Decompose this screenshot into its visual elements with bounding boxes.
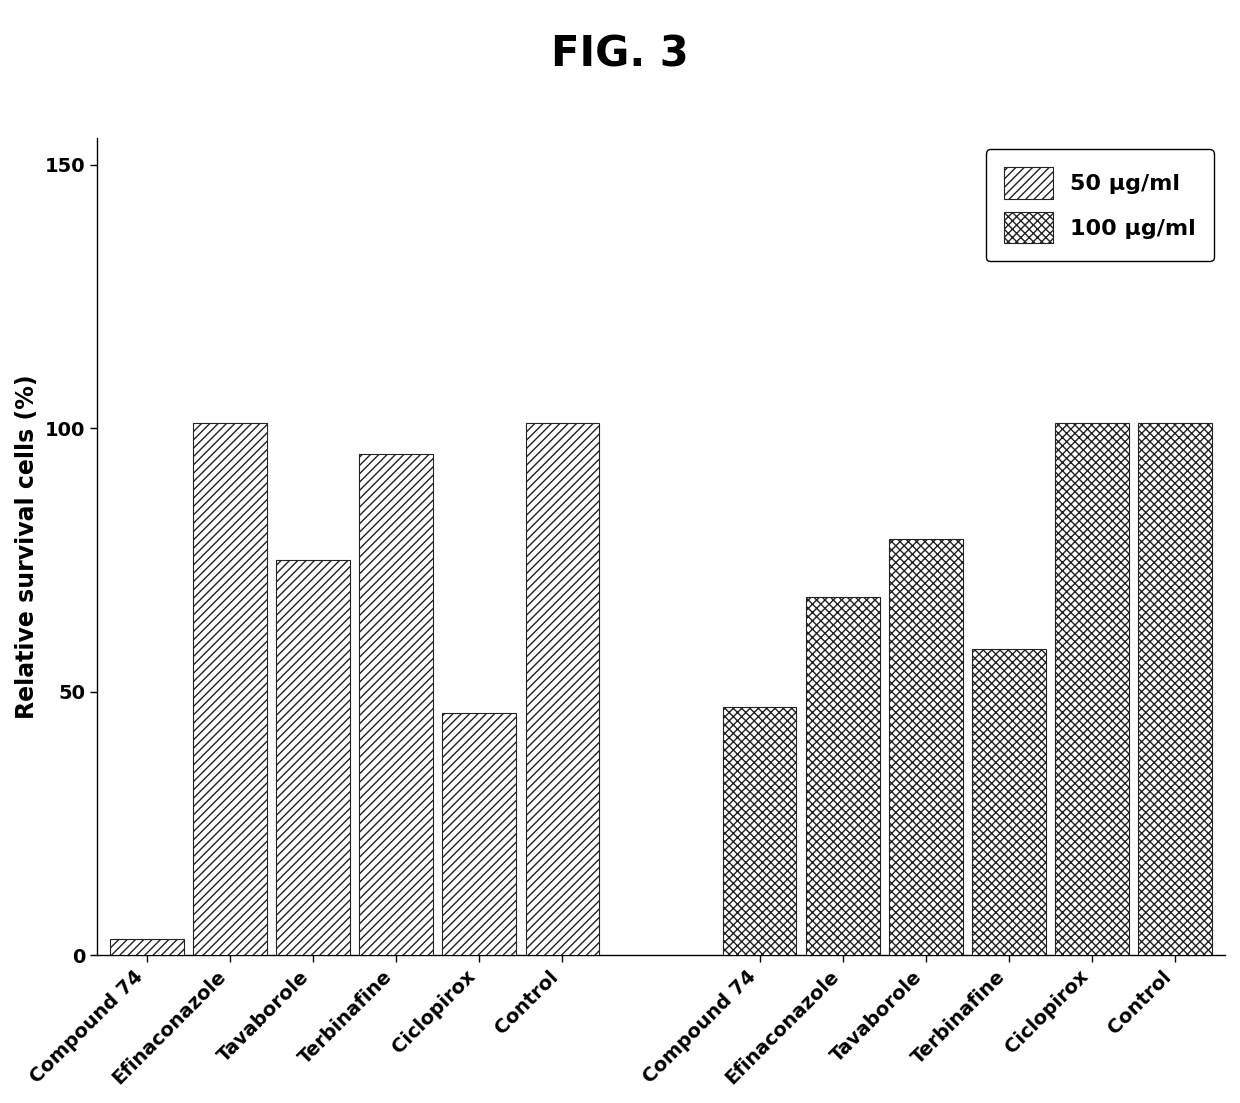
Bar (889, 538, 962, 955)
Bar (193, 422, 267, 955)
Legend: 50 μg/ml, 100 μg/ml: 50 μg/ml, 100 μg/ml (986, 149, 1214, 261)
Bar (1055, 422, 1128, 955)
Y-axis label: Relative survival cells (%): Relative survival cells (%) (15, 374, 38, 719)
Bar (972, 650, 1045, 955)
Bar (723, 707, 796, 955)
Bar (110, 940, 184, 955)
Bar (526, 422, 599, 955)
Bar (360, 454, 433, 955)
Text: FIG. 3: FIG. 3 (551, 33, 689, 75)
Bar (443, 713, 516, 955)
Bar (806, 597, 879, 955)
Bar (277, 560, 350, 955)
Bar (1138, 422, 1211, 955)
